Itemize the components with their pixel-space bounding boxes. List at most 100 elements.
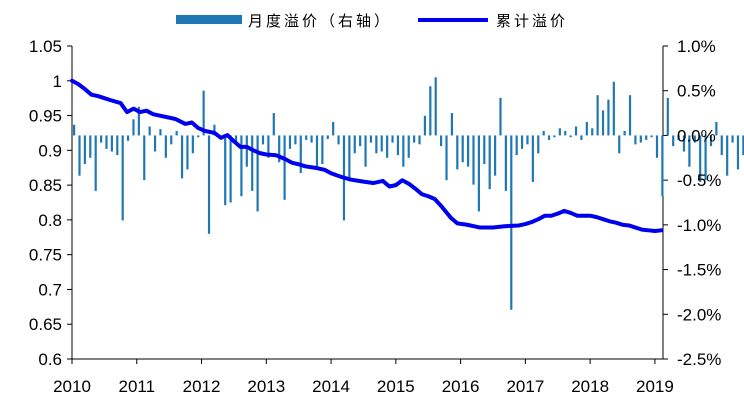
monthly-premium-bar (564, 130, 567, 136)
monthly-premium-bar (618, 135, 621, 154)
monthly-premium-bar (99, 135, 103, 143)
monthly-premium-bar (245, 135, 248, 167)
left-tick-label: 0.65 (29, 315, 62, 334)
right-tick-label: -0.5% (677, 171, 721, 190)
monthly-premium-bar (655, 135, 659, 158)
monthly-premium-bar (704, 135, 707, 181)
monthly-premium-bar (515, 135, 518, 156)
monthly-premium-bar (261, 135, 265, 145)
monthly-premium-bar (547, 135, 551, 140)
left-tick-label: 1 (53, 72, 62, 91)
monthly-premium-bar (94, 135, 97, 191)
legend-bar-label: 月度溢价（右轴） (248, 12, 392, 30)
left-tick-label: 0.8 (38, 211, 62, 230)
monthly-premium-bar (467, 135, 470, 167)
monthly-premium-bar (677, 135, 680, 140)
monthly-premium-bar (288, 135, 292, 149)
monthly-premium-bar (445, 135, 448, 181)
cumulative-line-layer (70, 78, 664, 234)
monthly-premium-bar (143, 135, 146, 181)
monthly-premium-bar (688, 135, 691, 167)
monthly-premium-bar (499, 97, 502, 136)
monthly-premium-bar (153, 135, 157, 152)
monthly-bars (73, 77, 744, 310)
monthly-premium-bar (736, 135, 740, 170)
left-tick-label: 0.6 (38, 350, 62, 369)
monthly-premium-bar (305, 135, 308, 140)
monthly-premium-bar (272, 113, 275, 136)
monthly-premium-bar (207, 135, 211, 234)
monthly-premium-bar (240, 135, 243, 197)
monthly-premium-bar (623, 130, 626, 136)
x-tick-label: 2019 (636, 377, 674, 396)
monthly-premium-bar (607, 99, 610, 136)
monthly-premium-bar (434, 77, 437, 136)
monthly-premium-bar (461, 135, 464, 163)
monthly-premium-bar (672, 135, 675, 147)
monthly-premium-bar (89, 135, 92, 158)
monthly-premium-bar (164, 135, 167, 158)
right-tick-label: -1.0% (677, 216, 721, 235)
monthly-premium-bar (126, 135, 130, 141)
monthly-premium-bar (132, 119, 135, 136)
monthly-premium-bar (224, 135, 227, 206)
monthly-premium-bar (229, 135, 232, 203)
monthly-premium-bar (315, 135, 319, 170)
monthly-premium-bar (213, 124, 216, 136)
monthly-premium-bar (472, 135, 475, 185)
monthly-premium-bar (364, 135, 367, 167)
monthly-premium-bar (137, 106, 140, 136)
monthly-premium-bar (110, 135, 113, 152)
monthly-premium-bar (391, 135, 394, 143)
monthly-premium-bar (580, 135, 583, 140)
monthly-premium-bar (116, 135, 119, 156)
tick-labels: 0.6 0.65 0.7 0.75 0.8 0.85 0.9 0.95 1 1.05 -2.5% -2… (29, 37, 722, 396)
monthly-premium-bar (83, 135, 86, 165)
monthly-premium-bar (175, 130, 178, 136)
monthly-premium-bar (278, 135, 281, 163)
x-tick-label: 2012 (183, 377, 221, 396)
monthly-premium-bar (682, 135, 686, 152)
left-tick-label: 0.7 (38, 280, 62, 299)
monthly-premium-bar (197, 135, 200, 138)
monthly-premium-bar (483, 135, 486, 165)
monthly-premium-bar (585, 122, 588, 136)
monthly-premium-bar (321, 135, 324, 165)
monthly-premium-bar (348, 135, 351, 179)
monthly-premium-bar (504, 135, 507, 191)
x-tick-label: 2010 (53, 377, 91, 396)
x-tick-label: 2017 (506, 377, 544, 396)
monthly-premium-bar (105, 135, 108, 149)
monthly-premium-bar (180, 135, 184, 179)
monthly-premium-bar (628, 95, 632, 136)
monthly-premium-bar (510, 135, 513, 310)
monthly-premium-bar (148, 126, 151, 136)
monthly-premium-bar (396, 135, 400, 156)
right-tick-label: -2.0% (677, 305, 721, 324)
left-tick-label: 0.85 (29, 176, 62, 195)
monthly-premium-bar (423, 115, 427, 136)
left-tick-label: 0.95 (29, 107, 62, 126)
right-tick-label: -2.5% (677, 350, 721, 369)
monthly-premium-bar (429, 86, 432, 136)
right-tick-label: 0.5% (677, 82, 716, 101)
monthly-premium-bar (73, 124, 76, 136)
monthly-premium-bar (191, 135, 194, 154)
monthly-premium-bar (353, 135, 356, 154)
right-tick-label: 1.0% (677, 37, 716, 56)
monthly-premium-bar (369, 135, 373, 143)
legend: 月度溢价（右轴） 累计溢价 (176, 12, 565, 30)
monthly-premium-bar (726, 135, 729, 176)
x-tick-label: 2018 (571, 377, 609, 396)
monthly-premium-bar (267, 135, 270, 158)
monthly-premium-bar (537, 135, 540, 154)
monthly-premium-bar (256, 135, 259, 212)
monthly-premium-bar (402, 135, 405, 167)
monthly-premium-bar (650, 135, 653, 138)
x-tick-label: 2011 (118, 377, 155, 396)
monthly-premium-bar (170, 135, 173, 145)
monthly-premium-bar (456, 135, 459, 170)
monthly-premium-bar (440, 135, 443, 147)
monthly-premium-bar (493, 135, 497, 176)
monthly-premium-bar (234, 135, 238, 143)
